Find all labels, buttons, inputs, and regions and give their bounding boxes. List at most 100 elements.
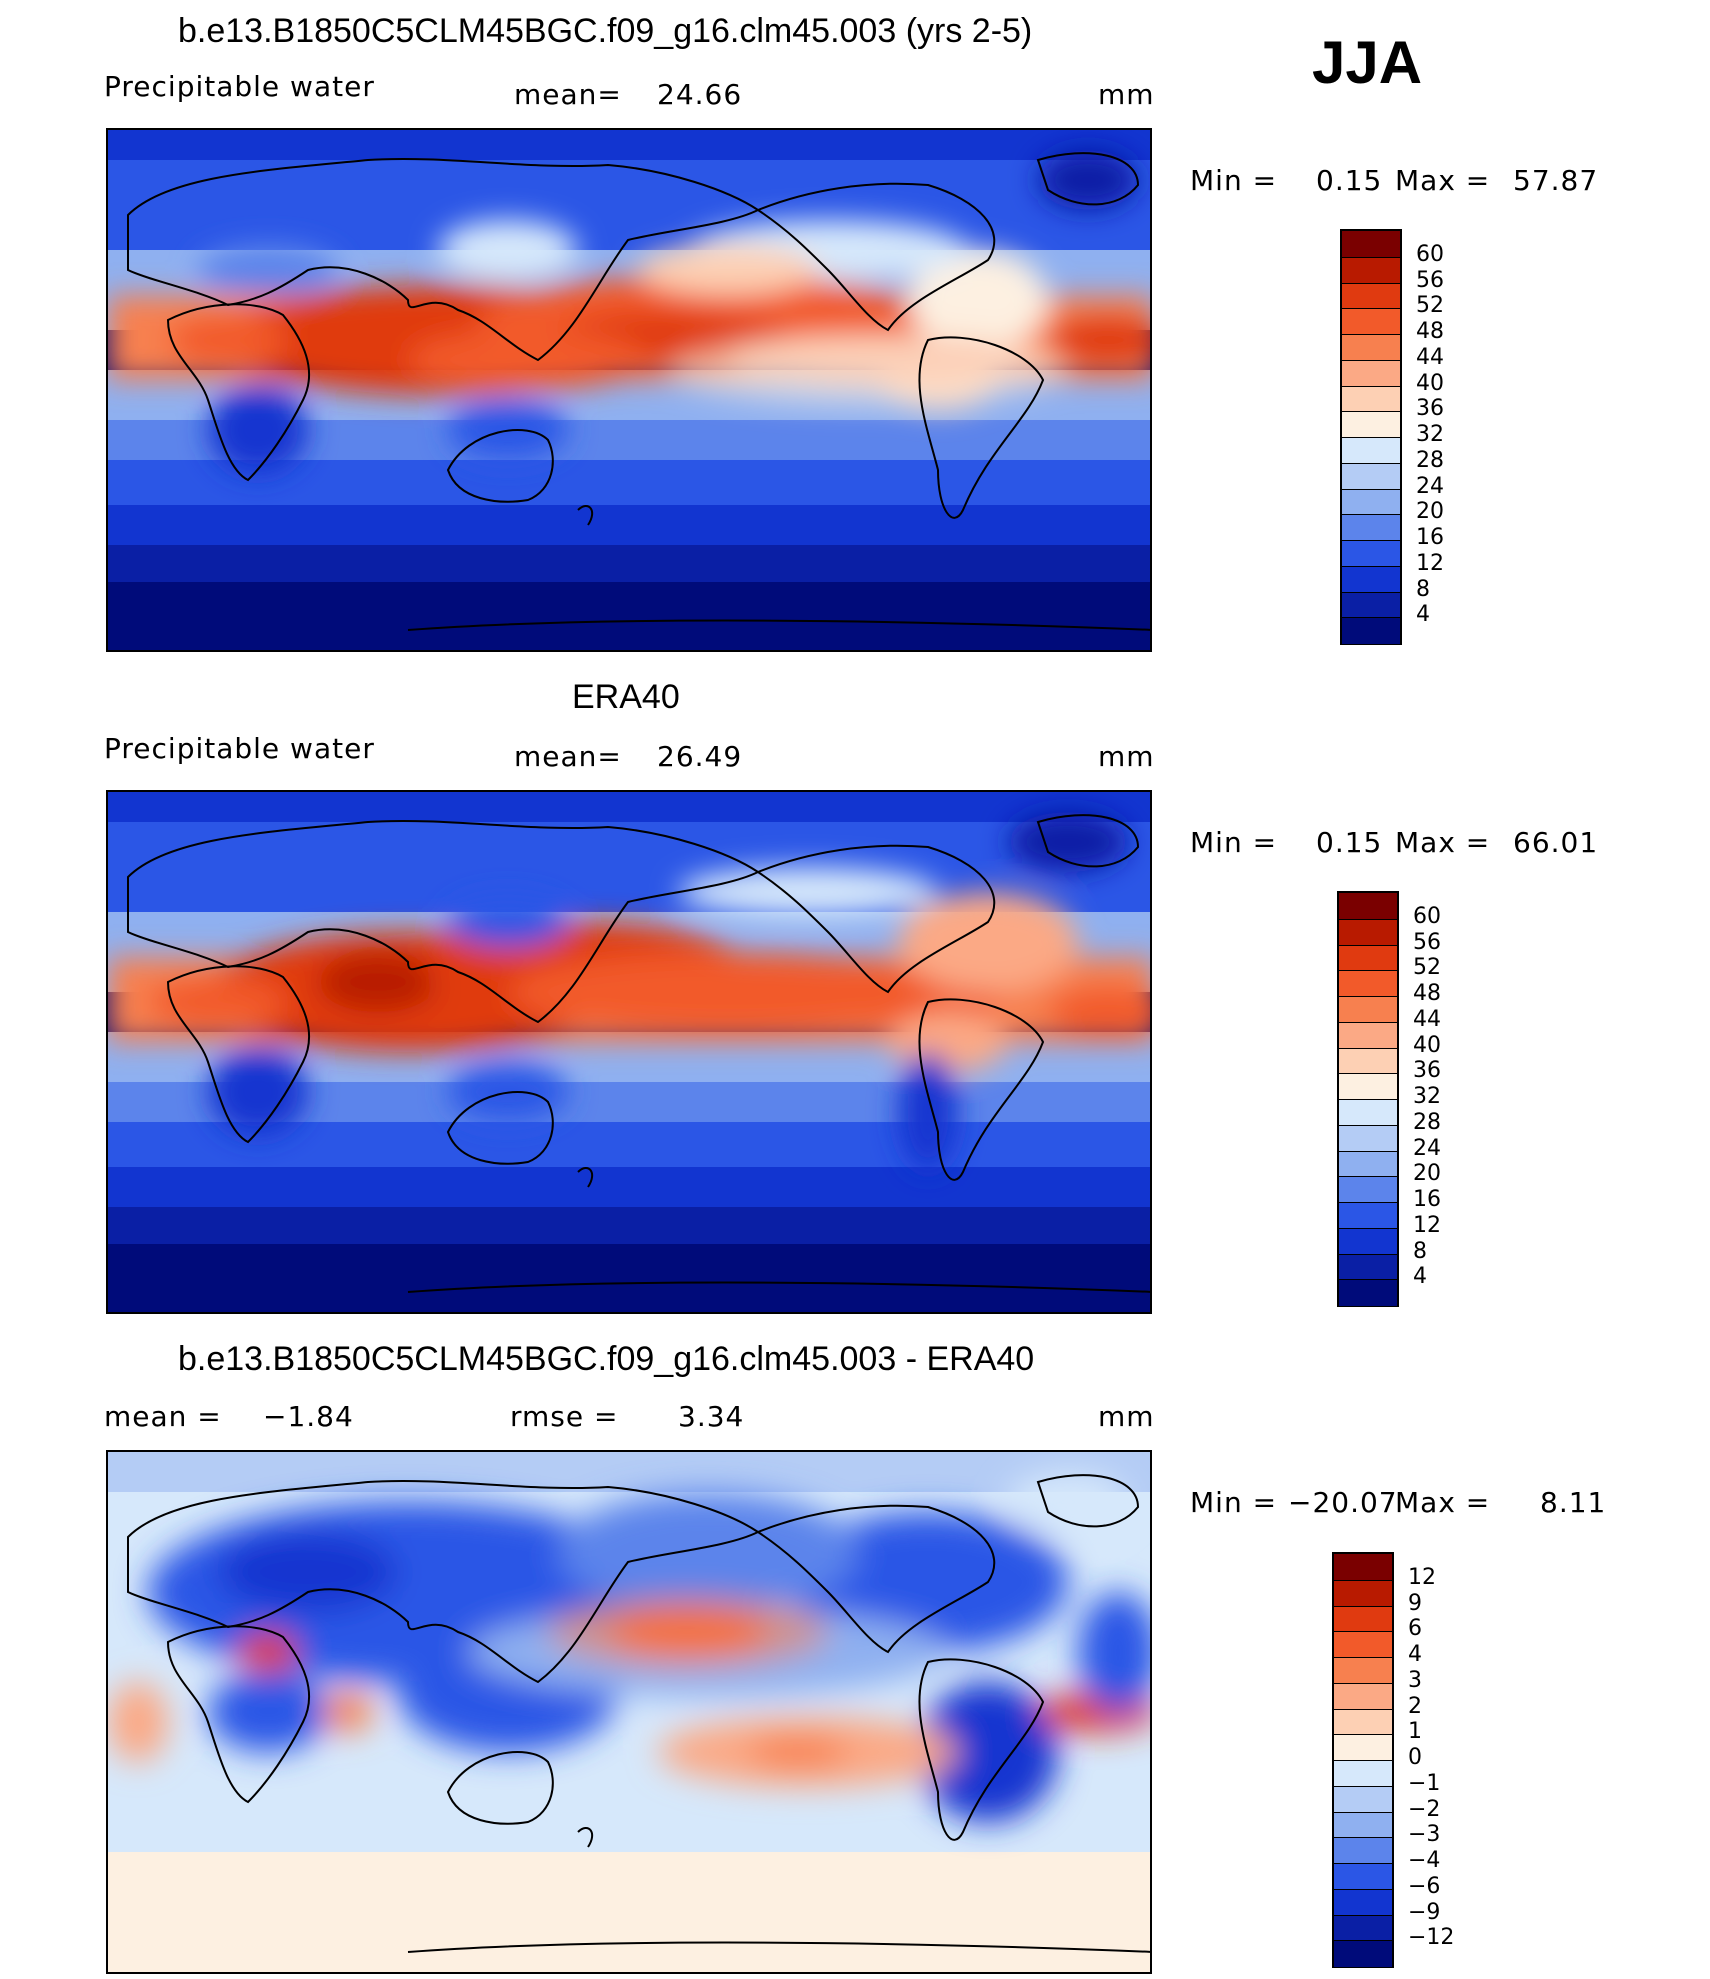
colorbar-segment [1334, 1734, 1392, 1761]
colorbar-segment [1342, 385, 1400, 413]
panel1-title: b.e13.B1850C5CLM45BGC.f09_g16.clm45.003 … [178, 12, 1033, 50]
panel1-max-value: 57.87 [1513, 164, 1599, 197]
panel3-unit: mm [1098, 1400, 1155, 1433]
panel3-min-value: −20.07 [1288, 1486, 1398, 1519]
colorbar-segment [1334, 1863, 1392, 1890]
colorbar-tick-label: 52 [1416, 293, 1444, 319]
panel1-map [106, 128, 1152, 652]
panel3-mean-label: mean = [104, 1400, 222, 1433]
colorbar-tick-label: 28 [1413, 1109, 1441, 1135]
colorbar-tick-label: 24 [1416, 473, 1444, 499]
panel3-min-label: Min = [1190, 1486, 1278, 1519]
colorbar-tick-label: 1 [1408, 1719, 1422, 1745]
colorbar-segment [1339, 1176, 1397, 1203]
panel2-variable: Precipitable water [104, 732, 375, 765]
colorbar-tick-label: 16 [1413, 1187, 1441, 1212]
colorbar-tick-label: 48 [1416, 319, 1444, 344]
colorbar-tick-label: 60 [1413, 903, 1441, 929]
panel2-max-label: Max = [1395, 826, 1491, 859]
panel1-min-label: Min = [1190, 164, 1278, 197]
colorbar-tick-label: 12 [1413, 1212, 1441, 1238]
colorbar-segment [1342, 437, 1400, 464]
panel3-max-value: 8.11 [1540, 1486, 1607, 1519]
panel1-mean-value: 24.66 [657, 78, 743, 111]
panel2-min-label: Min = [1190, 826, 1278, 859]
colorbar-tick-label: 4 [1408, 1642, 1422, 1667]
colorbar-tick-label: 28 [1416, 447, 1444, 473]
colorbar-segment [1334, 1760, 1392, 1787]
colorbar-tick-label: −2 [1408, 1796, 1441, 1822]
panel1-mean-label: mean= [514, 78, 622, 111]
colorbar-segment [1342, 591, 1400, 619]
colorbar-segment [1342, 514, 1400, 541]
colorbar-tick-label: 20 [1416, 499, 1444, 525]
panel2-max-value: 66.01 [1513, 826, 1599, 859]
colorbar-tick-label: 44 [1413, 1006, 1441, 1032]
colorbar-tick-label: 9 [1408, 1590, 1422, 1616]
colorbar-segment [1334, 1682, 1392, 1710]
colorbar-tick-label: 40 [1413, 1032, 1441, 1058]
colorbar-tick-label: 52 [1413, 955, 1441, 981]
colorbar-segment [1334, 1579, 1392, 1607]
colorbar-segment [1342, 256, 1400, 284]
panel2-min-value: 0.15 [1316, 826, 1383, 859]
season-label: JJA [1312, 29, 1423, 96]
colorbar-tick-label: 56 [1416, 267, 1444, 293]
colorbar-segment [1339, 1073, 1397, 1100]
colorbar-tick-label: 8 [1413, 1238, 1427, 1264]
colorbar-tick-label: 6 [1408, 1616, 1422, 1642]
colorbar-segment [1342, 308, 1400, 335]
colorbar-segment [1334, 1940, 1392, 1967]
colorbar-tick-label: 36 [1416, 396, 1444, 422]
panel2-colorbar [1337, 891, 1399, 1307]
panel3-max-label: Max = [1395, 1486, 1491, 1519]
panel1-colorbar [1340, 229, 1402, 645]
colorbar-segment [1339, 996, 1397, 1023]
panel3-rmse-value: 3.34 [678, 1400, 745, 1433]
colorbar-tick-label: −12 [1408, 1925, 1455, 1951]
colorbar-segment [1334, 1605, 1392, 1633]
panel1-variable: Precipitable water [104, 70, 375, 103]
colorbar-tick-label: 3 [1408, 1667, 1422, 1693]
colorbar-tick-label: 32 [1416, 422, 1444, 447]
colorbar-segment [1342, 617, 1400, 644]
colorbar-tick-label: 16 [1416, 525, 1444, 550]
panel1-max-label: Max = [1395, 164, 1491, 197]
colorbar-tick-label: 2 [1408, 1693, 1422, 1719]
colorbar-tick-label: 4 [1416, 602, 1430, 628]
colorbar-segment [1339, 1047, 1397, 1075]
colorbar-segment [1334, 1785, 1392, 1813]
colorbar-segment [1339, 1021, 1397, 1049]
colorbar-tick-label: 48 [1413, 981, 1441, 1006]
colorbar-segment [1334, 1837, 1392, 1864]
panel3-map [106, 1450, 1152, 1974]
colorbar-segment [1339, 1124, 1397, 1152]
colorbar-tick-label: 12 [1408, 1564, 1436, 1590]
colorbar-tick-label: 44 [1416, 344, 1444, 370]
colorbar-segment [1342, 565, 1400, 593]
colorbar-segment [1342, 488, 1400, 516]
colorbar-segment [1342, 334, 1400, 361]
colorbar-segment [1342, 231, 1400, 257]
colorbar-segment [1339, 970, 1397, 997]
colorbar-segment [1334, 1708, 1392, 1736]
colorbar-segment [1334, 1657, 1392, 1684]
colorbar-segment [1339, 1202, 1397, 1229]
colorbar-segment [1342, 411, 1400, 438]
colorbar-tick-label: 36 [1413, 1058, 1441, 1084]
panel2-unit: mm [1098, 740, 1155, 773]
colorbar-segment [1339, 1227, 1397, 1255]
colorbar-segment [1342, 540, 1400, 567]
colorbar-tick-label: 32 [1413, 1084, 1441, 1109]
colorbar-tick-label: −9 [1408, 1899, 1441, 1925]
colorbar-segment [1339, 944, 1397, 972]
colorbar-segment [1339, 1150, 1397, 1178]
panel3-colorbar [1332, 1552, 1394, 1968]
colorbar-tick-label: −1 [1408, 1770, 1441, 1796]
colorbar-tick-label: −4 [1408, 1848, 1441, 1873]
colorbar-segment [1334, 1811, 1392, 1839]
colorbar-tick-label: 12 [1416, 550, 1444, 576]
panel2-map [106, 790, 1152, 1314]
panel1-unit: mm [1098, 78, 1155, 111]
colorbar-segment [1339, 1253, 1397, 1281]
